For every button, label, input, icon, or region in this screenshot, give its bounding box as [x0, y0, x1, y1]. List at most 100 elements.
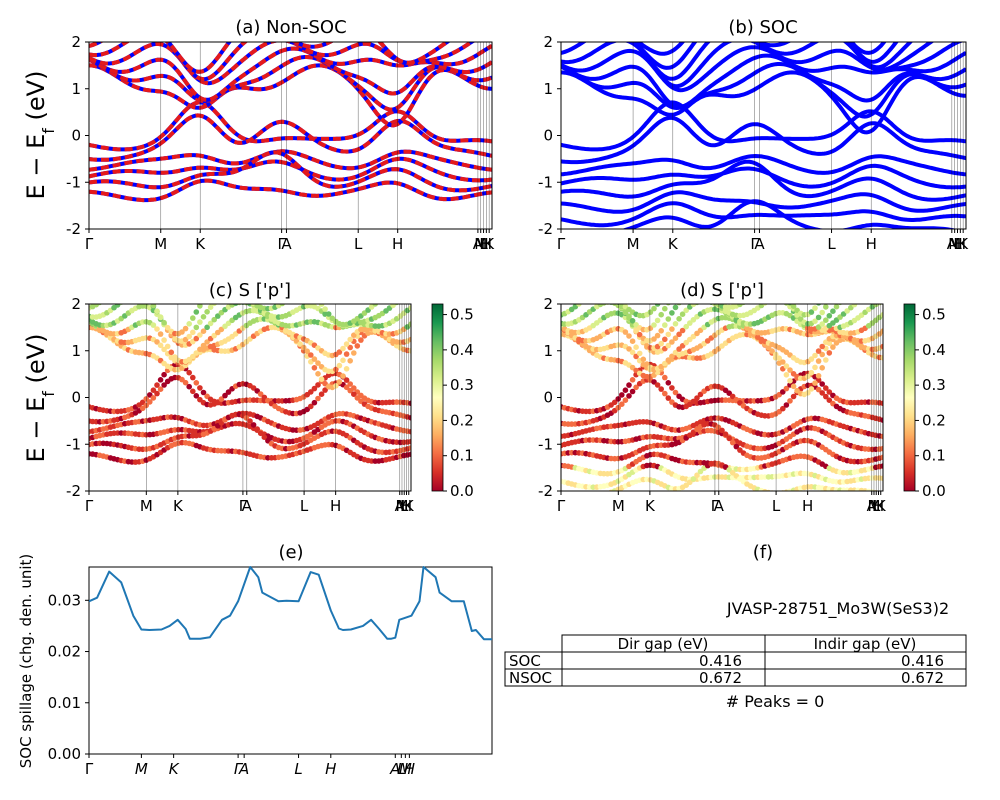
projection-point [665, 316, 672, 322]
projection-point [347, 336, 354, 343]
projection-point [766, 270, 772, 276]
projection-point [877, 290, 883, 296]
projection-point [308, 389, 314, 395]
projection-point [587, 496, 593, 502]
projection-point [558, 267, 564, 273]
projection-point [126, 283, 132, 289]
projection-point [766, 298, 772, 304]
projection-point [179, 329, 185, 335]
title-d: (d) S ['p'] [680, 280, 764, 301]
projection-point [583, 273, 589, 279]
projection-point [662, 500, 668, 506]
projection-point [859, 270, 865, 276]
projection-point [343, 366, 350, 372]
projection-point [636, 331, 643, 338]
projection-point [877, 285, 883, 291]
xtick-label: K [876, 497, 887, 515]
projection-point [380, 295, 386, 301]
projection-point [783, 372, 790, 378]
projection-point [193, 335, 200, 342]
projection-point [808, 309, 815, 315]
projection-point [351, 350, 357, 356]
projection-point [587, 281, 593, 287]
projection-point [662, 305, 668, 312]
projection-point [573, 288, 579, 294]
projection-point [573, 274, 579, 280]
projection-point [790, 383, 797, 390]
spillage-line [88, 566, 492, 641]
projection-point [304, 289, 310, 295]
projection-point [729, 393, 736, 400]
projection-point [315, 360, 321, 366]
projection-point [583, 270, 589, 276]
projection-point [329, 315, 336, 322]
projection-point [819, 321, 825, 327]
xtick-label: A [395, 497, 406, 515]
projection-point [193, 393, 200, 399]
projection-point [164, 324, 171, 331]
projection-point [247, 418, 253, 424]
projection-point [748, 502, 754, 508]
projection-point [780, 505, 786, 511]
cbar-tick-label: 0.0 [922, 482, 946, 500]
projection-point [848, 289, 854, 295]
projection-point [161, 319, 167, 326]
projection-point [136, 292, 142, 298]
projection-point [147, 399, 153, 405]
projection-point [168, 349, 175, 356]
projection-point [601, 304, 607, 306]
projection-point [841, 279, 847, 285]
projection-point [190, 353, 196, 360]
projection-point [594, 278, 600, 284]
projection-point [776, 355, 782, 362]
projection-point [669, 353, 675, 360]
projection-point [157, 377, 164, 383]
projection-point [390, 287, 396, 293]
projection-point [844, 308, 850, 314]
xtick-label: H [802, 497, 813, 515]
projection-point [605, 291, 611, 297]
projection-point [787, 378, 793, 384]
projection-point [143, 293, 149, 299]
projection-point [683, 307, 689, 314]
projection-point [870, 278, 876, 284]
projection-point [143, 296, 149, 302]
projection-point [729, 439, 736, 446]
projection-point [186, 383, 192, 390]
projection-point [118, 285, 124, 291]
projection-point [676, 504, 682, 510]
projection-point [669, 283, 675, 289]
projection-point [662, 336, 668, 343]
projection-point [580, 283, 586, 289]
projection-point [741, 500, 747, 506]
projection-point [608, 292, 614, 298]
xtick-label: M [627, 235, 640, 253]
projection-point [606, 490, 609, 491]
projection-point [662, 390, 668, 397]
projection-point [791, 500, 797, 506]
projection-point [676, 331, 682, 338]
ytick-label: 0 [543, 127, 553, 145]
projection-point [629, 338, 636, 345]
projection-point [733, 443, 740, 450]
projection-point [672, 335, 679, 342]
xtick-label: L [872, 497, 881, 515]
projection-point [672, 389, 679, 396]
projection-point [629, 377, 636, 383]
ytick-label: 2 [543, 33, 553, 51]
xtick-label: K [169, 760, 180, 778]
projection-point [637, 494, 643, 500]
band-line [561, 163, 966, 190]
projection-point [658, 499, 664, 505]
projection-point [157, 386, 164, 393]
projection-point [193, 309, 200, 315]
projection-point [654, 317, 661, 324]
projection-point [823, 304, 829, 310]
projection-point [576, 497, 582, 503]
xtick-label: L [827, 235, 836, 253]
projection-point [647, 325, 654, 332]
projection-point [780, 297, 786, 303]
projection-point [823, 317, 829, 324]
projection-point [654, 332, 661, 339]
